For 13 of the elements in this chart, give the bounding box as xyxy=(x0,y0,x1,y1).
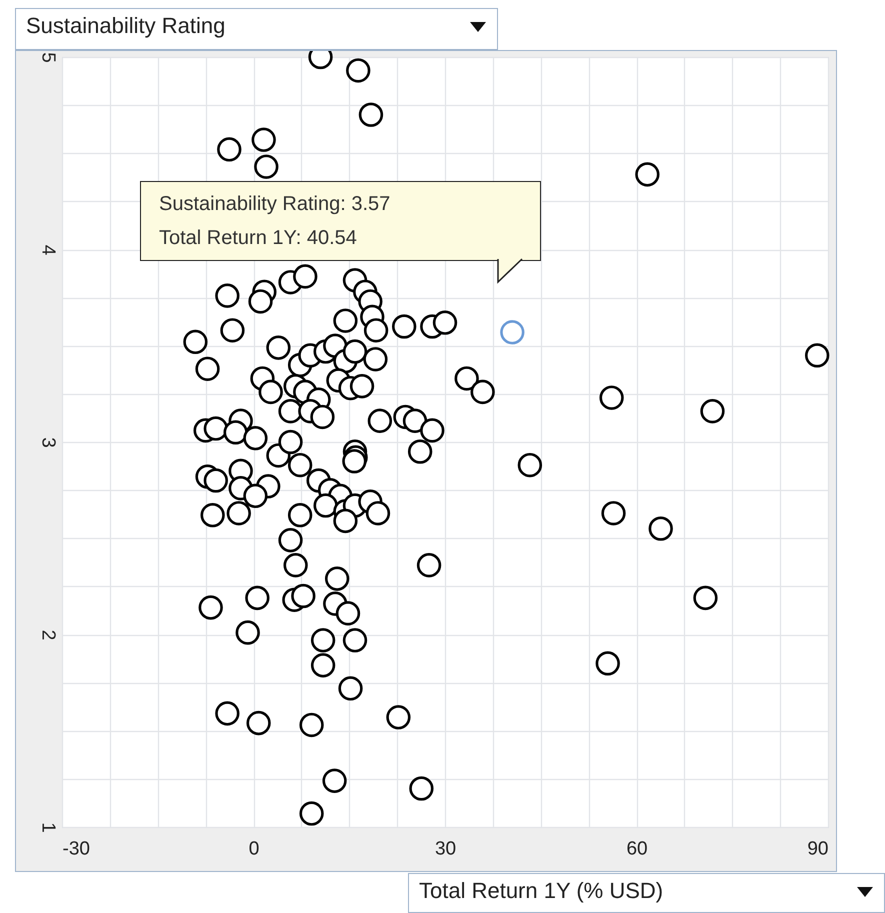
x-tick-label: 90 xyxy=(807,838,828,860)
y-tick-label: 4 xyxy=(38,244,58,256)
x-tick-label: -30 xyxy=(62,838,90,860)
y-tick-label: 5 xyxy=(38,52,58,63)
y-tick-label: 2 xyxy=(38,630,58,640)
x-axis-title: Total Return 1Y (% USD) xyxy=(419,878,664,903)
y-axis-title: Sustainability Rating xyxy=(26,13,226,38)
y-tick-label: 1 xyxy=(38,822,58,833)
annotation: Sustainability Rating: 3.57 Total Return 1Y: 40.54 xyxy=(159,192,392,251)
x-tick-label: 0 xyxy=(248,838,260,860)
x-tick-label: 30 xyxy=(434,838,456,860)
y-tick-label: 3 xyxy=(38,437,58,448)
x-tick-label: 60 xyxy=(626,838,648,860)
